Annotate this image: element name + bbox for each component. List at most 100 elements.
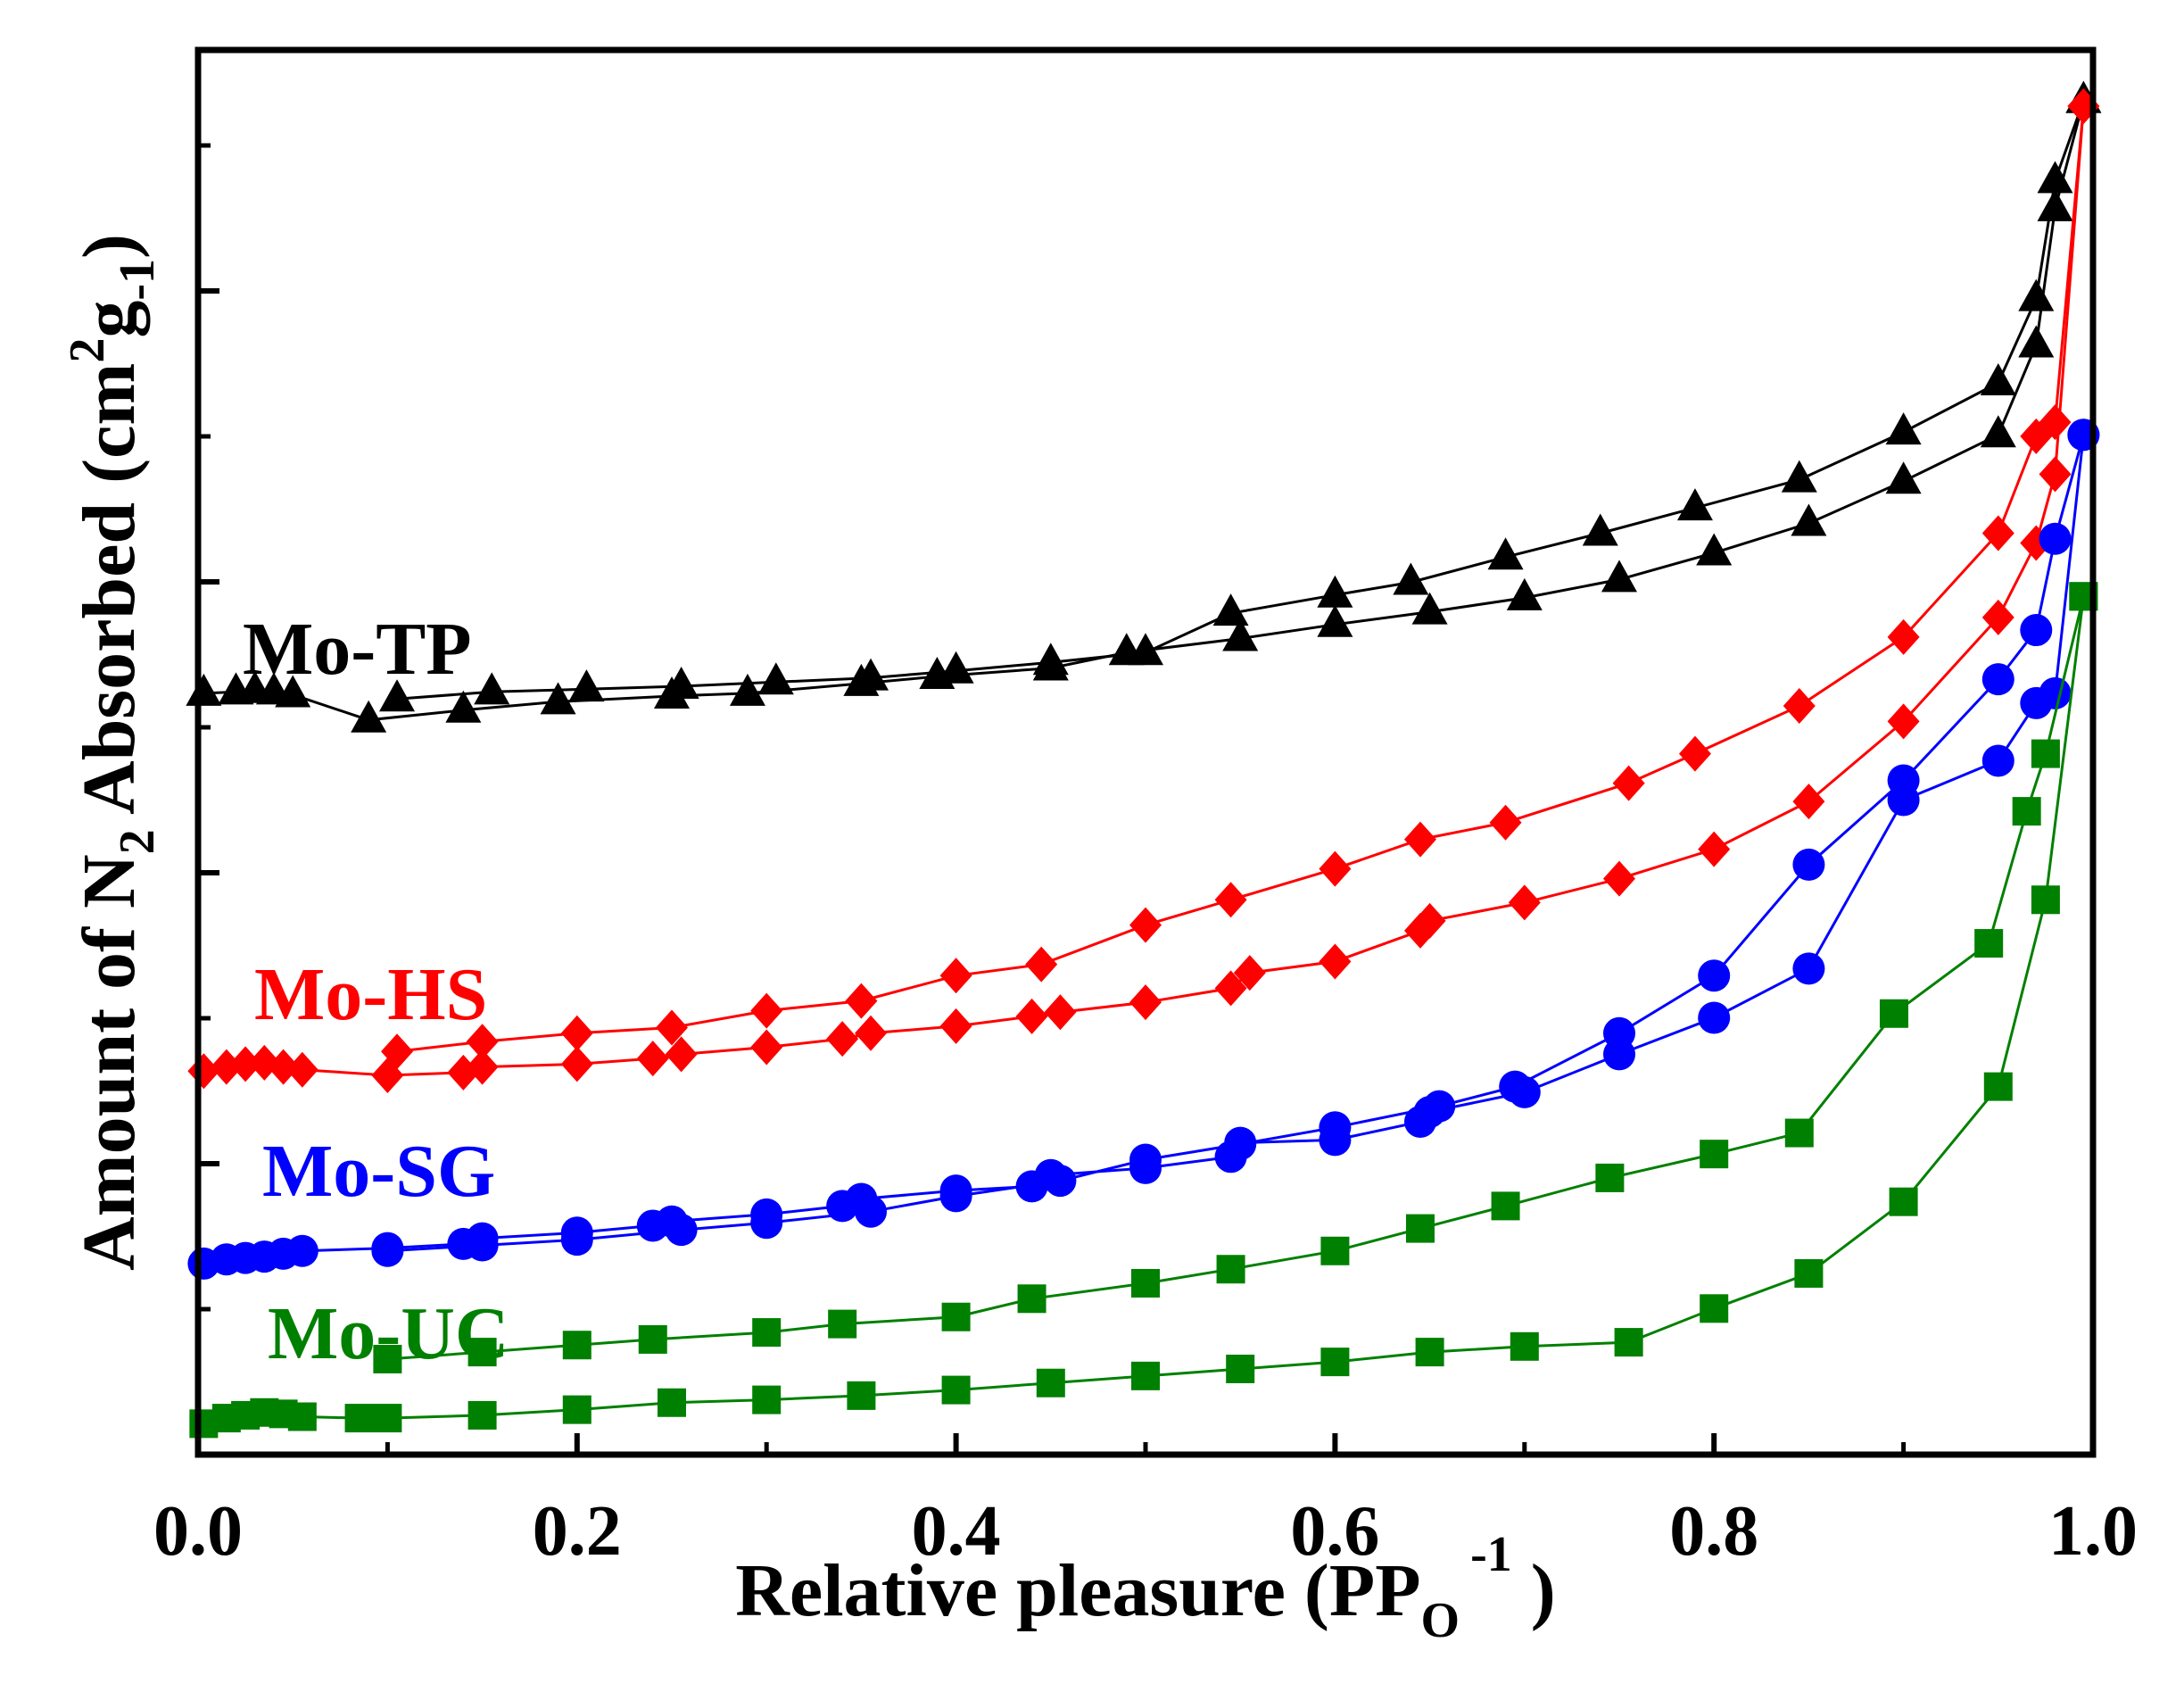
data-point xyxy=(636,1041,669,1077)
data-point xyxy=(1499,1070,1532,1103)
data-point xyxy=(1582,513,1618,546)
y-axis-title-part2: Absorbed (cm xyxy=(68,363,151,830)
data-point xyxy=(466,1049,499,1085)
data-point xyxy=(939,1008,972,1044)
data-point xyxy=(939,958,972,994)
data-point xyxy=(540,682,576,715)
data-point xyxy=(752,1385,782,1414)
data-point xyxy=(1423,1090,1456,1123)
data-point xyxy=(1974,929,2004,958)
data-point xyxy=(1032,643,1069,676)
data-point xyxy=(2039,522,2072,555)
x-axis-title-sub: O xyxy=(1421,1593,1460,1648)
data-point xyxy=(1214,970,1247,1007)
data-point xyxy=(1889,1187,1918,1216)
data-point xyxy=(2031,885,2060,915)
data-point xyxy=(1129,907,1162,943)
data-point xyxy=(855,1195,888,1228)
data-point xyxy=(1317,575,1353,608)
data-point xyxy=(1036,1368,1065,1398)
data-point xyxy=(287,1402,317,1431)
data-point xyxy=(1491,1191,1520,1221)
data-point xyxy=(826,1021,859,1058)
y-axis-title-sub2: -1 xyxy=(110,259,165,301)
data-point xyxy=(1794,1258,1824,1288)
data-point xyxy=(757,662,794,695)
data-point xyxy=(939,1180,972,1213)
data-point xyxy=(1792,952,1825,985)
x-tick-label: 0.8 xyxy=(1669,1492,1758,1571)
data-point xyxy=(2018,325,2055,358)
data-point xyxy=(853,658,889,691)
data-point xyxy=(1981,515,2014,552)
data-point xyxy=(1129,984,1162,1021)
data-point xyxy=(1317,604,1353,637)
data-point xyxy=(1614,1328,1643,1357)
data-point xyxy=(2020,418,2053,454)
data-point xyxy=(560,1046,593,1082)
data-point xyxy=(2039,456,2072,493)
data-point xyxy=(938,651,974,684)
data-point xyxy=(2037,188,2073,221)
data-point xyxy=(855,1015,888,1051)
x-tick-label: 0.0 xyxy=(153,1492,243,1571)
y-axis-title-sup1: 2 xyxy=(60,338,115,363)
data-point xyxy=(1792,784,1825,820)
data-point xyxy=(1403,821,1436,858)
data-point xyxy=(1224,1128,1257,1161)
data-point xyxy=(560,1015,593,1051)
data-point xyxy=(1700,1294,1729,1323)
data-point xyxy=(2037,161,2073,194)
data-point xyxy=(1319,850,1352,887)
data-point xyxy=(2039,676,2072,709)
data-point xyxy=(1698,1001,1731,1034)
data-point xyxy=(1612,765,1645,801)
data-point xyxy=(381,1033,414,1070)
x-tick-label: 0.2 xyxy=(533,1492,622,1571)
data-point xyxy=(941,1375,971,1405)
data-point xyxy=(1696,533,1733,566)
data-point xyxy=(285,1051,318,1088)
data-point xyxy=(1980,363,2016,396)
series-label-mo-uc: Mo-UC xyxy=(268,1292,509,1375)
data-point xyxy=(1885,412,1922,445)
data-point xyxy=(1015,998,1048,1034)
data-point xyxy=(1980,415,2016,448)
data-point xyxy=(275,675,311,708)
y-axis-title: Amount of N2 Absorbed (cm2g-1) xyxy=(60,234,165,1271)
data-point xyxy=(1411,592,1448,625)
data-point xyxy=(1783,688,1816,725)
data-point xyxy=(210,1049,243,1085)
data-point xyxy=(445,690,482,723)
data-point xyxy=(847,1381,876,1410)
labels-layer: 0.0 0.2 0.4 0.6 0.8 1.0 Mo-TP Mo-HS Mo-SG Mo-UC xyxy=(153,608,2138,1571)
series-label-mo-tp: Mo-TP xyxy=(243,608,472,691)
data-point xyxy=(285,1234,318,1267)
data-point xyxy=(2012,797,2041,826)
data-point xyxy=(665,1036,698,1073)
data-point xyxy=(656,1009,688,1046)
data-point xyxy=(1595,1163,1625,1192)
data-point xyxy=(467,1400,497,1430)
data-point xyxy=(1700,1140,1729,1169)
data-point xyxy=(1128,633,1163,666)
data-point xyxy=(1405,1214,1435,1243)
data-point xyxy=(373,1344,402,1373)
series-label-mo-sg: Mo-SG xyxy=(262,1130,495,1213)
data-point xyxy=(750,1207,783,1240)
data-point xyxy=(467,1338,497,1367)
data-point xyxy=(1698,831,1731,867)
data-point xyxy=(1792,848,1825,881)
y-axis-title-close: ) xyxy=(68,234,151,259)
data-point xyxy=(665,1214,698,1247)
series-mo-tp xyxy=(186,80,2102,733)
data-point xyxy=(562,1331,592,1360)
data-point xyxy=(1983,1072,2013,1101)
data-point xyxy=(1131,1361,1160,1390)
data-point xyxy=(1981,663,2014,696)
series-label-mo-hs: Mo-HS xyxy=(254,953,487,1036)
data-point xyxy=(1233,955,1266,991)
x-axis-title: Relative pleasure (PPO-1 ) xyxy=(735,1527,1555,1648)
data-point xyxy=(1403,912,1436,949)
x-axis-title-main: Relative pleasure (PP xyxy=(735,1549,1420,1632)
